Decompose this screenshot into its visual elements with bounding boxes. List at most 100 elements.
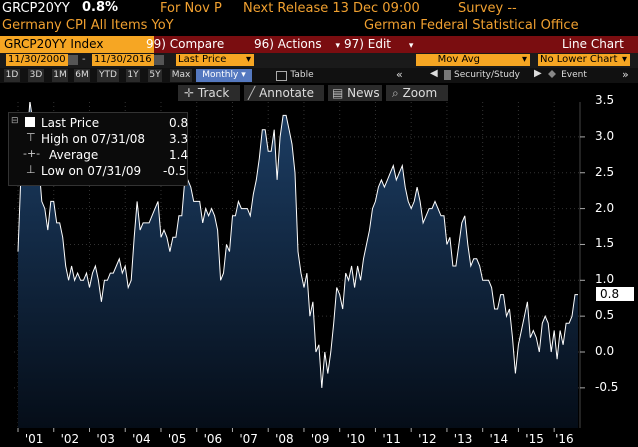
edit-button[interactable]: 97) Edit ▾	[344, 36, 413, 53]
header-row: GRCP20YY 0.8% For Nov P Next Release 13 …	[0, 0, 638, 17]
legend-label: Last Price	[41, 116, 100, 130]
low-marker-icon: ⊥	[26, 163, 36, 176]
period-5y[interactable]: 5Y	[148, 69, 162, 82]
arrow-right-icon[interactable]: ▶	[534, 68, 542, 79]
subheader-row: Germany CPI All Items YoY German Federal…	[0, 17, 638, 35]
x-tick-label: '07	[239, 432, 258, 446]
legend-row-average: -+- Average 1.4	[23, 147, 188, 163]
end-date-field[interactable]: 11/30/2016	[92, 54, 154, 66]
chevron-down-icon: ▾	[621, 54, 627, 65]
magnifier-icon: ⌕	[392, 86, 399, 100]
legend-value: 1.4	[169, 148, 189, 162]
zoom-tool[interactable]: ⌕ Zoom	[386, 85, 448, 101]
y-tick-label: 1.5	[595, 236, 615, 251]
mov-avg-label: Mov Avg	[437, 54, 480, 65]
cpi-chart[interactable]	[0, 102, 638, 447]
annotate-label: Annotate	[259, 86, 314, 100]
legend-row-last: Last Price 0.8	[23, 115, 188, 131]
legend-value: -0.5	[163, 164, 187, 178]
track-tool[interactable]: ✛ Track	[178, 85, 240, 101]
y-tick-label: 1.0	[595, 272, 615, 287]
calendar-icon[interactable]	[68, 55, 78, 65]
y-tick-label: 2.0	[595, 200, 615, 215]
period-1y[interactable]: 1Y	[126, 69, 140, 82]
collapse-right-icon[interactable]: »	[622, 68, 629, 81]
x-tick-label: '13	[453, 432, 473, 446]
last-price-swatch-icon	[25, 117, 35, 127]
frequency-label: Monthly	[202, 70, 239, 80]
period-3d[interactable]: 3D	[28, 69, 44, 82]
start-date-field[interactable]: 11/30/2000	[6, 54, 68, 66]
x-tick-label: '09	[310, 432, 330, 446]
x-tick-label: '02	[60, 432, 80, 446]
chevron-down-icon: ▾	[245, 54, 251, 65]
current-value: 0.8%	[82, 0, 119, 15]
frequency-select[interactable]: Monthly ▾	[196, 69, 252, 82]
mov-avg-select[interactable]: Mov Avg ▾	[416, 54, 530, 66]
last-value-tag: 0.8	[596, 287, 634, 301]
period-1d[interactable]: 1D	[4, 69, 20, 82]
security-study-icon	[444, 70, 451, 80]
edit-label: 97) Edit	[344, 37, 392, 51]
chevron-down-icon: ▾	[335, 41, 340, 51]
period-1m[interactable]: 1M	[52, 69, 68, 82]
x-tick-label: '15	[525, 432, 544, 446]
x-tick-label: '06	[203, 432, 223, 446]
legend-value: 3.3	[169, 132, 189, 146]
legend-value: 0.8	[169, 116, 189, 130]
security-name: Germany CPI All Items YoY	[2, 18, 174, 33]
source: German Federal Statistical Office	[364, 18, 579, 33]
arrow-left-icon[interactable]: ◀	[430, 68, 438, 79]
survey: Survey --	[458, 1, 517, 16]
zoom-label: Zoom	[402, 86, 438, 100]
y-tick-label: 0.0	[595, 344, 615, 358]
index-field[interactable]: GRCP20YY Index	[0, 36, 154, 53]
collapse-left-icon[interactable]: «	[396, 68, 403, 81]
high-marker-icon: ⊤	[26, 131, 36, 144]
period-row: 1D 3D 1M 6M YTD 1Y 5Y Max Monthly ▾ Tabl…	[0, 68, 638, 83]
x-tick-label: '03	[96, 432, 115, 446]
date-separator: -	[82, 54, 86, 65]
y-tick-label: 3.0	[595, 128, 615, 143]
legend-row-low: ⊥ Low on 07/31/09 -0.5	[23, 163, 187, 179]
x-tick-label: '11	[382, 432, 401, 446]
legend-row-high: ⊤ High on 07/31/08 3.3	[23, 131, 188, 147]
legend-label: Average	[49, 148, 99, 162]
period-ytd[interactable]: YTD	[97, 69, 119, 82]
actions-button[interactable]: 96) Actions ▾	[254, 36, 340, 53]
x-tick-label: '08	[275, 432, 294, 446]
table-button[interactable]: Table	[290, 70, 314, 80]
x-tick-label: '01	[24, 432, 44, 446]
event-button[interactable]: Event	[561, 70, 587, 80]
security-study-button[interactable]: Security/Study	[454, 70, 520, 80]
track-label: Track	[197, 86, 230, 100]
legend-collapse-icon[interactable]: ⊟	[11, 116, 19, 126]
lower-chart-label: No Lower Chart	[540, 54, 618, 65]
settings-row: 11/30/2000 - 11/30/2016 Last Price ▾ Mov…	[0, 53, 638, 68]
annotate-tool[interactable]: ╱ Annotate	[244, 85, 324, 101]
actions-label: 96) Actions	[254, 37, 322, 51]
y-tick-label: -0.5	[595, 379, 619, 394]
event-icon	[548, 70, 556, 78]
field-select-label: Last Price	[178, 54, 227, 65]
release-period: For Nov P	[160, 1, 222, 16]
y-tick-label: 3.5	[595, 93, 615, 108]
news-tool[interactable]: ▤ News	[328, 85, 382, 101]
field-select[interactable]: Last Price ▾	[176, 54, 254, 66]
y-axis	[580, 136, 585, 389]
ticker: GRCP20YY	[2, 1, 70, 16]
chart-tools-row: ✛ Track ╱ Annotate ▤ News ⌕ Zoom	[0, 84, 638, 102]
compare-button[interactable]: 99) Compare	[146, 37, 225, 51]
chart-type-button[interactable]: Line Chart	[562, 37, 624, 51]
calendar-icon[interactable]	[154, 55, 164, 65]
average-marker-icon: -+-	[23, 147, 41, 160]
y-tick-label: 2.5	[595, 164, 615, 179]
y-tick-label: 0.5	[595, 308, 615, 323]
x-tick-label: '14	[489, 432, 509, 446]
table-icon[interactable]	[276, 71, 287, 81]
period-max[interactable]: Max	[170, 69, 192, 82]
annotate-icon: ╱	[248, 86, 256, 100]
chevron-down-icon: ▾	[241, 70, 246, 80]
period-6m[interactable]: 6M	[74, 69, 90, 82]
lower-chart-select[interactable]: No Lower Chart ▾	[538, 54, 630, 66]
